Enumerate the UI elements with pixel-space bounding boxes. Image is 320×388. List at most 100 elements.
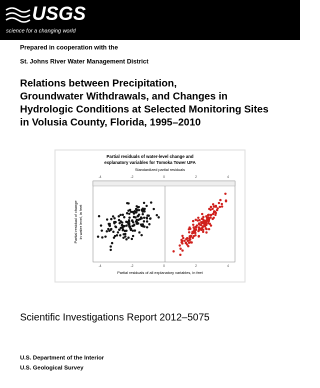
logo: USGS <box>32 4 86 25</box>
y-label-line: in water level, in feet <box>79 204 83 240</box>
dot <box>179 253 182 257</box>
dot <box>131 234 135 238</box>
dot <box>118 228 121 231</box>
bottom-tick: -4 <box>99 264 102 268</box>
dot <box>198 218 201 222</box>
dot <box>120 224 124 227</box>
dot <box>188 238 192 241</box>
dot <box>202 225 205 228</box>
top-tick: -2 <box>131 175 134 179</box>
dot <box>142 216 146 219</box>
dot <box>124 232 127 236</box>
dot <box>110 227 113 231</box>
x-axis-label: Partial residuals of all explanatory var… <box>117 271 203 275</box>
figure-caption: Partial residuals of water-level change … <box>104 154 196 165</box>
dot <box>205 215 208 218</box>
dot <box>127 236 130 239</box>
dot <box>178 244 181 247</box>
footer: U.S. Department of the Interior <box>20 356 105 362</box>
dot <box>194 218 197 222</box>
cooperation: Prepared in cooperation with the <box>20 45 118 52</box>
dot <box>134 207 138 211</box>
dot <box>125 238 128 241</box>
dot <box>139 217 142 221</box>
dot <box>214 213 217 217</box>
top-tick: 0 <box>163 175 165 179</box>
dot <box>148 223 151 226</box>
dot <box>200 212 204 216</box>
dot <box>119 226 123 230</box>
dot <box>137 205 140 209</box>
dot <box>130 237 134 241</box>
dot <box>104 235 107 238</box>
dot <box>137 208 141 212</box>
dot <box>197 216 200 219</box>
dot <box>119 213 122 217</box>
dot <box>126 201 129 205</box>
dot <box>108 224 112 228</box>
bottom-tick: 2 <box>195 264 197 268</box>
dot <box>105 230 109 233</box>
dot <box>197 229 200 233</box>
dot <box>116 231 120 234</box>
dot <box>195 224 199 227</box>
dot <box>135 221 138 225</box>
dot <box>217 201 221 205</box>
dot <box>145 204 148 208</box>
caption-line: Partial residuals of water-level change … <box>107 154 194 159</box>
dot <box>131 219 134 222</box>
dot <box>220 202 224 206</box>
bottom-tick: 4 <box>227 264 229 268</box>
dot <box>213 205 216 208</box>
dot <box>96 235 100 238</box>
dot <box>113 217 116 220</box>
dot <box>147 214 150 217</box>
title-line: Relations between Precipitation, <box>20 79 177 90</box>
dot <box>129 227 132 230</box>
dot <box>203 225 207 228</box>
bottom-tick: 0 <box>163 264 165 268</box>
dot <box>191 236 195 240</box>
dot <box>136 215 139 218</box>
dot <box>207 213 210 217</box>
dot <box>209 213 213 217</box>
dot <box>109 248 112 252</box>
dot <box>125 212 129 215</box>
dot <box>107 222 110 226</box>
top-axis-label: Standardized partial residuals <box>135 168 185 172</box>
dot <box>200 227 204 230</box>
dot <box>191 231 195 234</box>
dot <box>207 227 211 231</box>
dot <box>99 224 103 227</box>
dot <box>172 250 175 253</box>
dot <box>224 199 228 202</box>
dot <box>141 223 145 226</box>
dot <box>215 208 219 212</box>
dot <box>208 222 212 226</box>
title-line: in Volusia County, Florida, 1995–2010 <box>20 118 201 129</box>
dot <box>125 220 128 224</box>
dot <box>180 238 183 242</box>
dot <box>143 210 146 213</box>
caption-line: explanatory variables for Tomoka Tower U… <box>104 160 196 165</box>
dot <box>181 234 184 238</box>
dot <box>131 229 135 232</box>
dot <box>179 247 182 250</box>
dot <box>207 220 210 223</box>
dot <box>128 212 131 216</box>
dot <box>211 203 215 206</box>
tagline: science for a changing world <box>6 28 77 34</box>
dot <box>118 221 121 225</box>
dot <box>114 225 117 228</box>
dot <box>224 192 227 196</box>
dot <box>127 219 131 222</box>
dot <box>186 239 189 243</box>
top-tick: 2 <box>195 175 197 179</box>
dot <box>199 223 203 227</box>
dot <box>119 234 122 237</box>
dot <box>202 222 205 225</box>
dot <box>152 207 155 211</box>
dot <box>142 220 146 223</box>
y-label-line: Partial residual of change <box>74 201 78 244</box>
dot <box>112 230 115 234</box>
